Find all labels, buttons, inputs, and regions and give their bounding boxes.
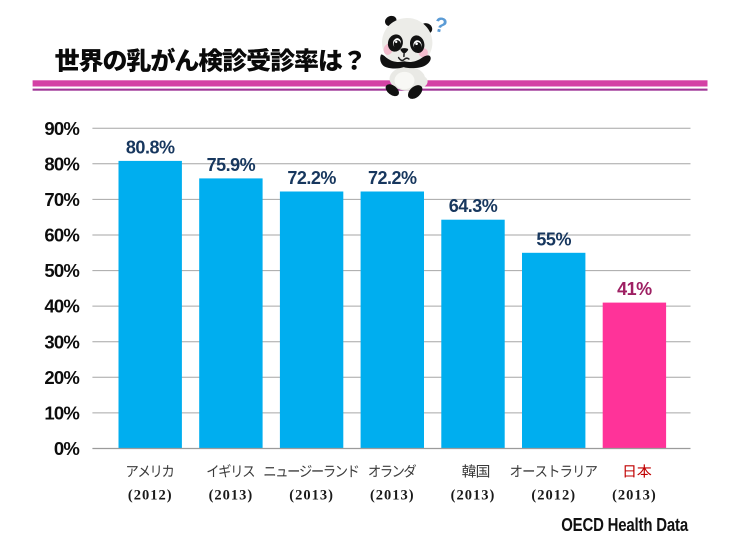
svg-text:30%: 30% (44, 331, 79, 352)
svg-text:50%: 50% (44, 260, 79, 281)
svg-text:0%: 0% (54, 438, 79, 459)
svg-text:55%: 55% (536, 229, 571, 249)
svg-text:(2013): (2013) (451, 488, 496, 504)
svg-text:64.3%: 64.3% (449, 196, 498, 216)
svg-text:20%: 20% (44, 367, 79, 388)
svg-text:72.2%: 72.2% (287, 168, 336, 188)
svg-text:70%: 70% (44, 189, 79, 210)
svg-text:40%: 40% (44, 296, 79, 317)
svg-text:72.2%: 72.2% (368, 168, 417, 188)
svg-text:80.8%: 80.8% (126, 137, 175, 157)
svg-text:(2012): (2012) (128, 488, 173, 504)
svg-text:(2013): (2013) (289, 488, 334, 504)
svg-text:41%: 41% (617, 279, 652, 299)
svg-text:(2012): (2012) (531, 488, 576, 504)
svg-text:80%: 80% (44, 153, 79, 174)
svg-text:(2013): (2013) (370, 488, 415, 504)
svg-text:60%: 60% (44, 225, 79, 246)
svg-text:10%: 10% (44, 403, 79, 424)
svg-text:(2013): (2013) (612, 488, 657, 504)
svg-text:?: ? (432, 13, 450, 38)
svg-text:(2013): (2013) (209, 488, 254, 504)
svg-text:90%: 90% (44, 118, 79, 139)
svg-text:75.9%: 75.9% (207, 155, 256, 175)
svg-text:OECD Health Data: OECD Health Data (561, 515, 689, 536)
